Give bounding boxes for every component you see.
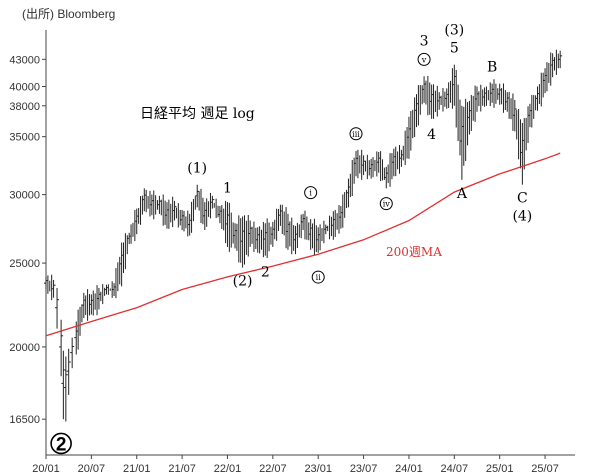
moving-average: 200週MA <box>45 152 561 337</box>
wave-label: 5 <box>450 41 459 57</box>
y-tick-label: 38000 <box>9 101 40 113</box>
wave-label: v <box>421 55 427 64</box>
x-tick-label: 24/01 <box>395 463 423 475</box>
wave-label: 2 <box>261 265 270 281</box>
wave-label: (1) <box>187 161 207 177</box>
x-tick-label: 24/07 <box>441 463 469 475</box>
wave-label: 2 <box>56 434 67 455</box>
wave-label: iii <box>352 130 360 139</box>
x-tick-label: 25/07 <box>531 463 559 475</box>
x-tick-label: 20/07 <box>78 463 106 475</box>
wave-label: 4 <box>427 127 436 143</box>
wave-label-circle <box>311 270 325 284</box>
wave-label: 3 <box>420 33 429 49</box>
y-tick-label: 25000 <box>9 258 40 270</box>
wave-label: ii <box>316 273 322 282</box>
wave-label: 1 <box>223 181 232 197</box>
x-tick-label: 20/01 <box>32 463 60 475</box>
x-tick-label: 22/01 <box>214 463 242 475</box>
wave-label-circle <box>304 186 318 200</box>
x-tick-label: 21/01 <box>123 463 151 475</box>
wave-label: (3) <box>444 23 464 39</box>
ma-line <box>45 152 561 337</box>
x-tick-label: 22/07 <box>259 463 287 475</box>
y-tick-label: 40000 <box>9 82 40 94</box>
axes: 16500 20000 25000 30000 35000 38000 40000 43000… <box>9 30 575 475</box>
y-tick-label: 43000 <box>9 54 40 66</box>
wave-label-circle <box>50 432 72 455</box>
y-tick-label: 35000 <box>9 132 40 144</box>
y-tick-label: 20000 <box>9 342 40 354</box>
x-tick-label: 23/07 <box>350 463 378 475</box>
source-label: (出所) Bloomberg <box>22 7 115 21</box>
y-tick-label: 30000 <box>9 190 40 202</box>
x-tick-label: 21/07 <box>168 463 196 475</box>
wave-label: A <box>456 186 468 202</box>
wave-label: (4) <box>512 209 532 225</box>
wave-label: (2) <box>233 274 253 290</box>
x-tick-label: 23/01 <box>304 463 332 475</box>
y-tick-label: 16500 <box>9 414 40 426</box>
wave-label: i <box>309 189 312 198</box>
wave-label-circle <box>349 127 363 141</box>
wave-label-circle <box>417 52 431 66</box>
ma-label: 200週MA <box>386 245 442 259</box>
wave-label: iv <box>383 200 391 209</box>
wave-label: B <box>487 60 497 76</box>
price-bars <box>44 49 563 422</box>
wave-label: C <box>517 191 528 207</box>
chart-title: 日経平均 週足 log <box>140 106 255 122</box>
x-tick-label: 25/01 <box>486 463 514 475</box>
wave-label-circle <box>379 197 393 211</box>
